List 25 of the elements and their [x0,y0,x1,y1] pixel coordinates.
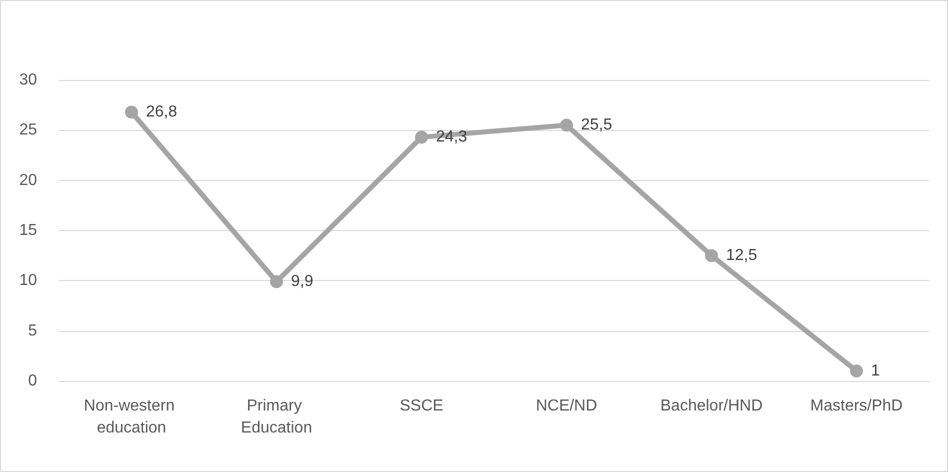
point [125,106,138,119]
data-label: 26,8 [146,104,178,121]
y-tick-label: 25 [19,122,38,139]
y-tick-label: 5 [28,322,38,340]
point [850,364,863,378]
point [560,118,573,132]
data-label: 12,5 [726,247,758,264]
x-tick-label: Non-western education [84,398,180,436]
x-tick-label: Bachelor/HND [660,398,763,414]
data-label: 24,3 [436,128,468,146]
y-tick-label: 20 [19,172,38,189]
y-tick-label: 10 [19,272,38,290]
y-tick-label: 15 [19,222,38,239]
x-tick-label: Primary Education [240,398,312,436]
y-tick-label: 0 [28,372,38,390]
point [415,130,428,144]
x-tick-label: NCE/ND [536,398,598,414]
point [270,275,283,288]
point [705,249,718,262]
data-label: 25,5 [581,116,612,134]
data-label: 1 [871,362,880,380]
y-tick-label: 30 [19,72,38,88]
data-label: 9,9 [291,273,314,290]
x-tick-label: Masters/PhD [810,398,903,414]
x-tick-label: SSCE [400,398,444,414]
